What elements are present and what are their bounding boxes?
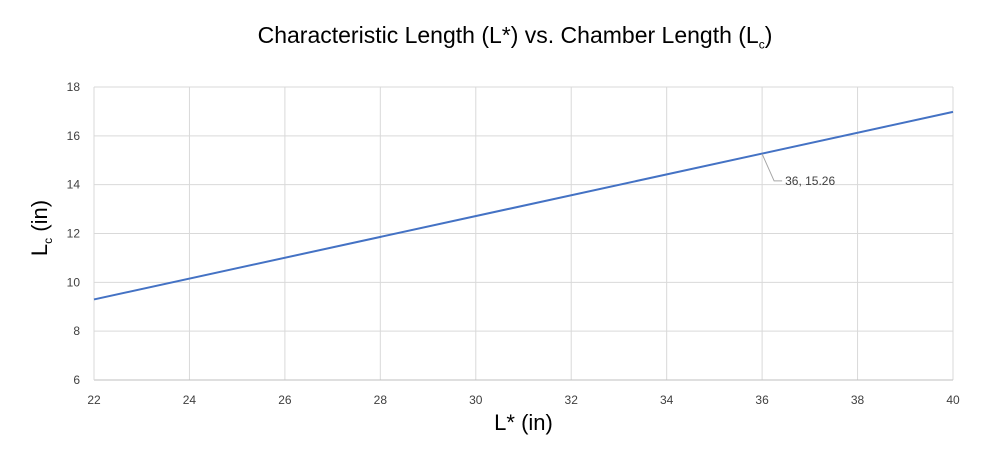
x-tick-label: 40 bbox=[946, 393, 960, 407]
y-tick-label: 12 bbox=[67, 227, 81, 241]
y-tick-label: 6 bbox=[73, 373, 80, 387]
x-tick-label: 24 bbox=[183, 393, 197, 407]
y-tick-label: 16 bbox=[67, 129, 81, 143]
x-tick-label: 34 bbox=[660, 393, 674, 407]
chart-title: Characteristic Length (L*) vs. Chamber L… bbox=[257, 22, 773, 52]
y-tick-label: 14 bbox=[67, 178, 81, 192]
x-tick-label: 30 bbox=[469, 393, 483, 407]
x-tick-label: 38 bbox=[851, 393, 865, 407]
x-tick-label: 28 bbox=[374, 393, 388, 407]
x-tick-label: 26 bbox=[278, 393, 292, 407]
x-tick-label: 22 bbox=[87, 393, 101, 407]
x-tick-label: 36 bbox=[755, 393, 769, 407]
x-tick-label: 32 bbox=[565, 393, 579, 407]
series-line bbox=[93, 110, 954, 301]
data-label-leader-line bbox=[761, 153, 783, 182]
data-label: 36, 15.26 bbox=[785, 174, 835, 188]
y-tick-label: 10 bbox=[67, 275, 81, 289]
x-axis-label: L* (in) bbox=[494, 410, 553, 435]
y-tick-label: 8 bbox=[73, 324, 80, 338]
y-axis-label: Lc (in) bbox=[26, 199, 56, 257]
y-tick-label: 18 bbox=[67, 80, 81, 94]
